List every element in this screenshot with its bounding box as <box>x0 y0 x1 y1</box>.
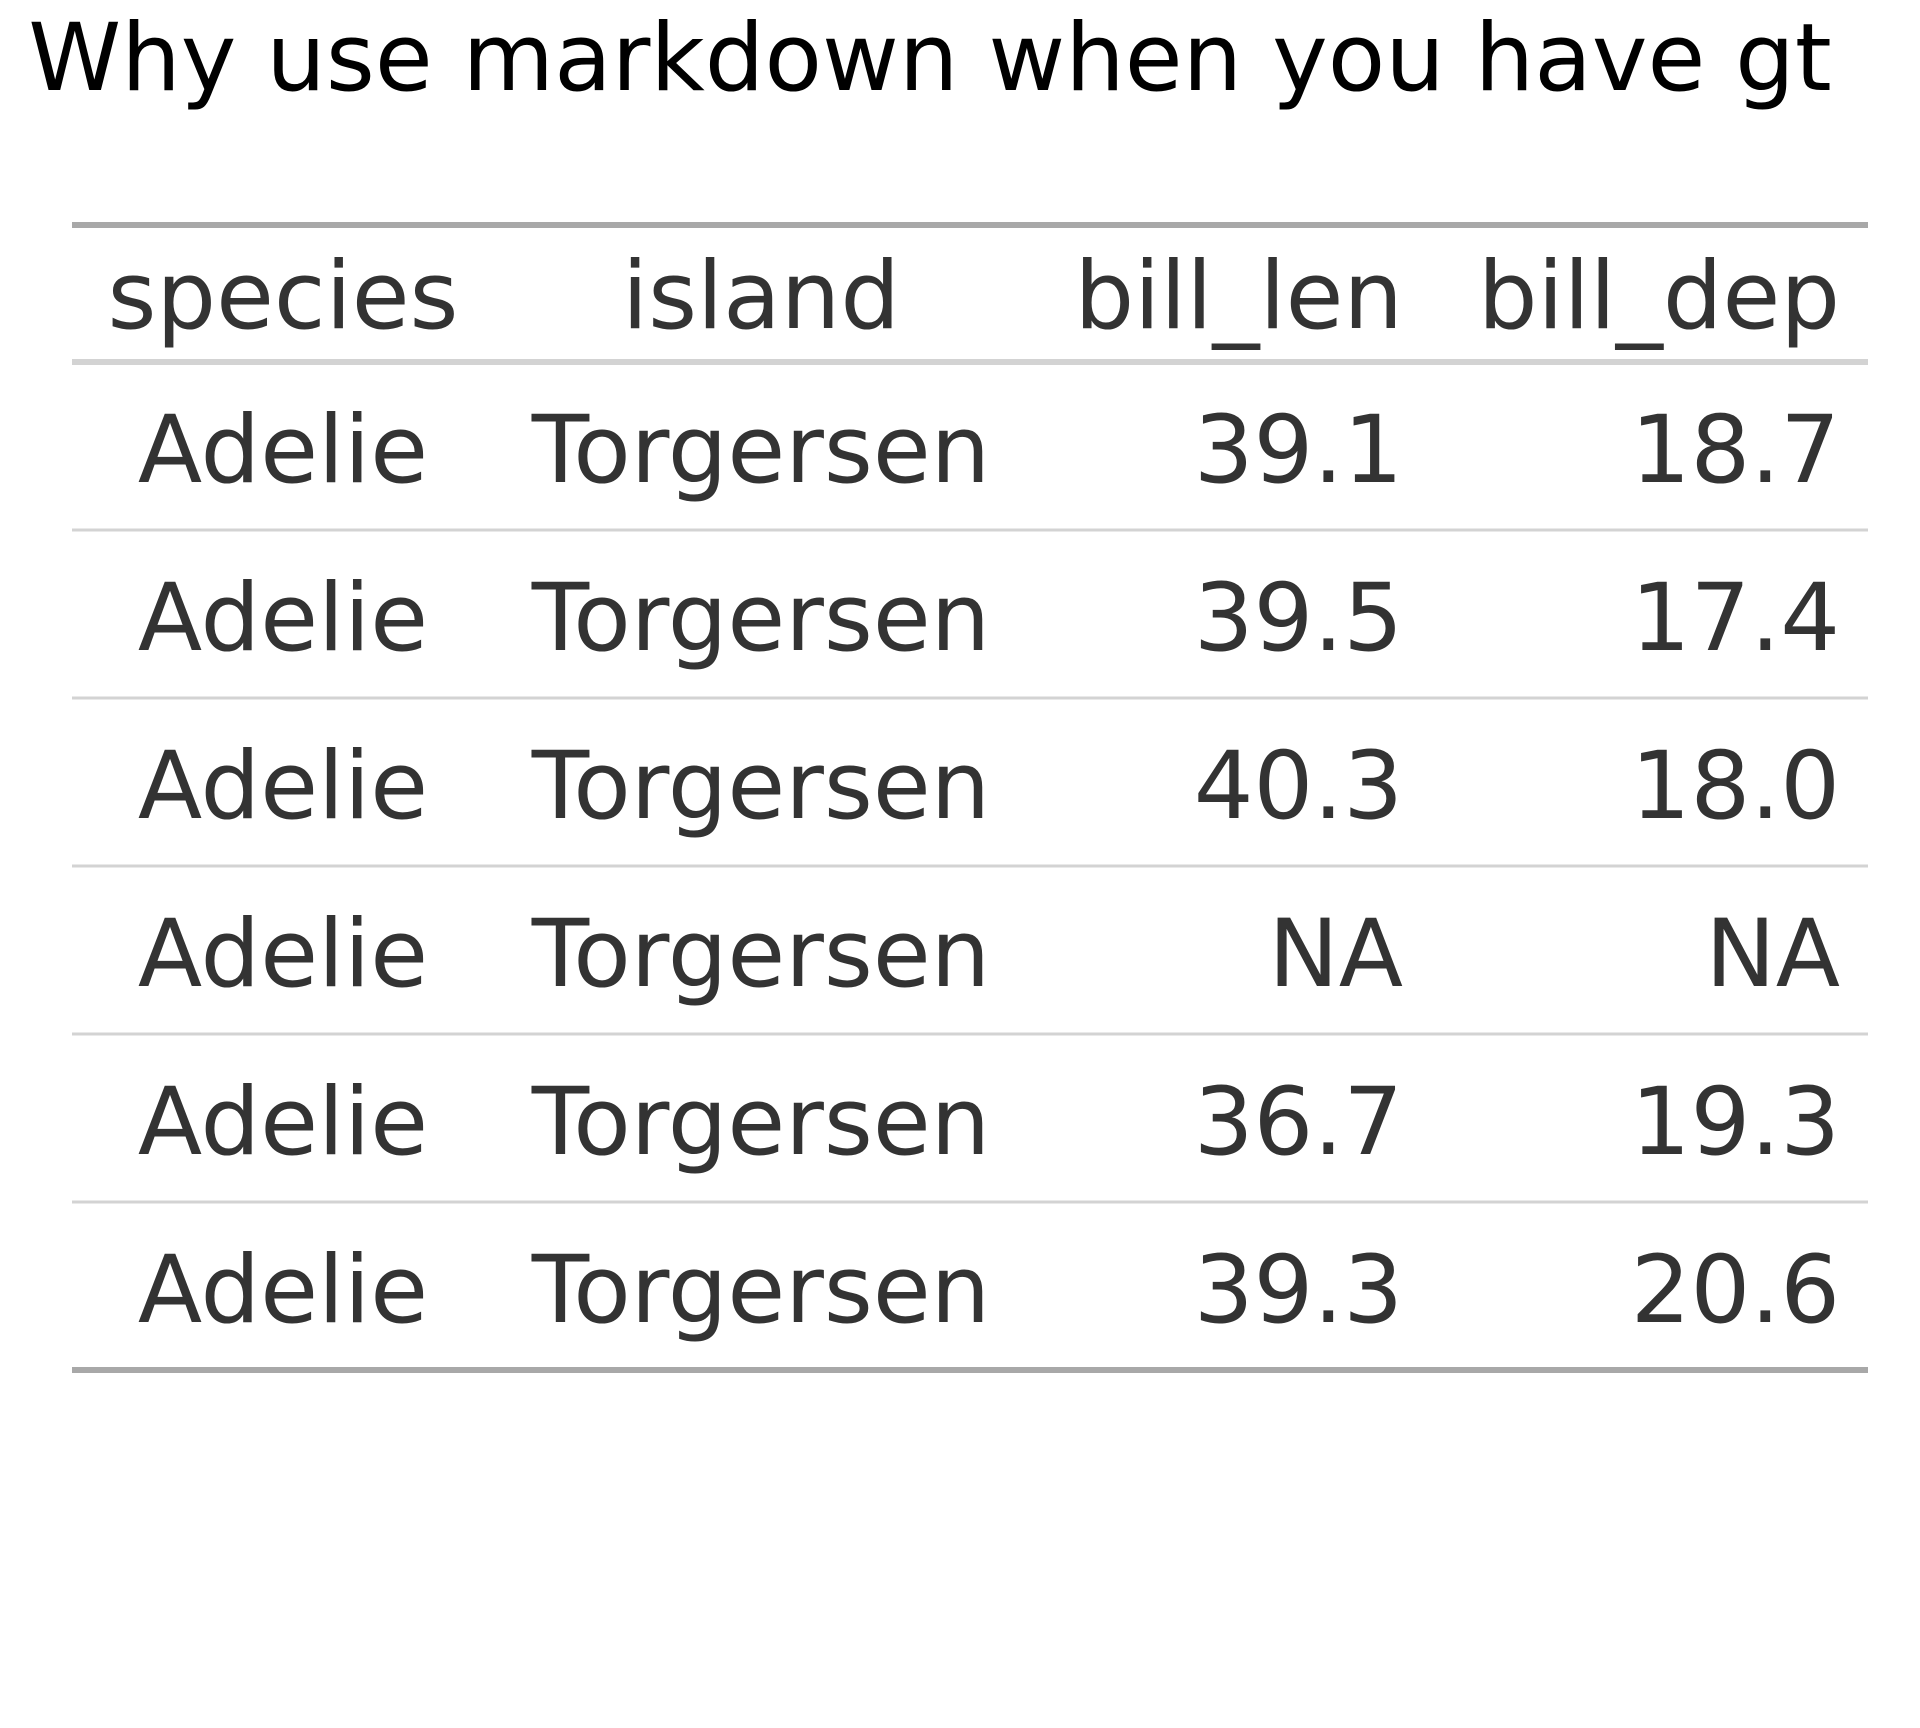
table-cell-bill-len: 40.3 <box>1194 732 1403 841</box>
table-cell-species: Adelie <box>138 396 428 505</box>
table-row: Adelie Torgersen 40.3 18.0 <box>138 732 1840 841</box>
table-cell-bill-len: 39.3 <box>1194 1236 1403 1345</box>
table-cell-bill-len: NA <box>1268 900 1403 1009</box>
table-cell-island: Torgersen <box>531 900 990 1009</box>
table-rules <box>72 222 1868 1373</box>
table-row: Adelie Torgersen 39.3 20.6 <box>138 1236 1840 1345</box>
table-cell-species: Adelie <box>138 1068 428 1177</box>
table-cell-island: Torgersen <box>531 1068 990 1177</box>
table-cell-island: Torgersen <box>531 1236 990 1345</box>
table-cell-bill-dep: NA <box>1705 900 1840 1009</box>
table-row: Adelie Torgersen 39.1 18.7 <box>138 396 1840 505</box>
table-cell-bill-dep: 18.0 <box>1631 732 1840 841</box>
table-cell-bill-dep: 18.7 <box>1631 396 1840 505</box>
table-cell-island: Torgersen <box>531 732 990 841</box>
table-row: Adelie Torgersen NA NA <box>138 900 1840 1009</box>
table-cell-species: Adelie <box>138 900 428 1009</box>
chart-title: Why use markdown when you have gt <box>28 4 1831 113</box>
table-cell-species: Adelie <box>138 732 428 841</box>
column-header-bill-dep: bill_dep <box>1478 242 1840 351</box>
table-cell-bill-dep: 17.4 <box>1631 564 1840 673</box>
table-body: Adelie Torgersen 39.1 18.7 Adelie Torgersen 39… <box>138 396 1840 1345</box>
table-cell-species: Adelie <box>138 1236 428 1345</box>
column-header-bill-len: bill_len <box>1074 242 1403 351</box>
table-cell-bill-dep: 19.3 <box>1631 1068 1840 1177</box>
table-row: Adelie Torgersen 36.7 19.3 <box>138 1068 1840 1177</box>
table-cell-island: Torgersen <box>531 564 990 673</box>
column-header-species: species <box>107 242 458 351</box>
table-row: Adelie Torgersen 39.5 17.4 <box>138 564 1840 673</box>
table-cell-island: Torgersen <box>531 396 990 505</box>
table-cell-bill-len: 39.5 <box>1194 564 1403 673</box>
column-header-island: island <box>622 242 900 351</box>
table-cell-bill-len: 36.7 <box>1194 1068 1403 1177</box>
table-cell-species: Adelie <box>138 564 428 673</box>
table-cell-bill-len: 39.1 <box>1194 396 1403 505</box>
table-header: species island bill_len bill_dep <box>107 242 1840 351</box>
table-cell-bill-dep: 20.6 <box>1631 1236 1840 1345</box>
